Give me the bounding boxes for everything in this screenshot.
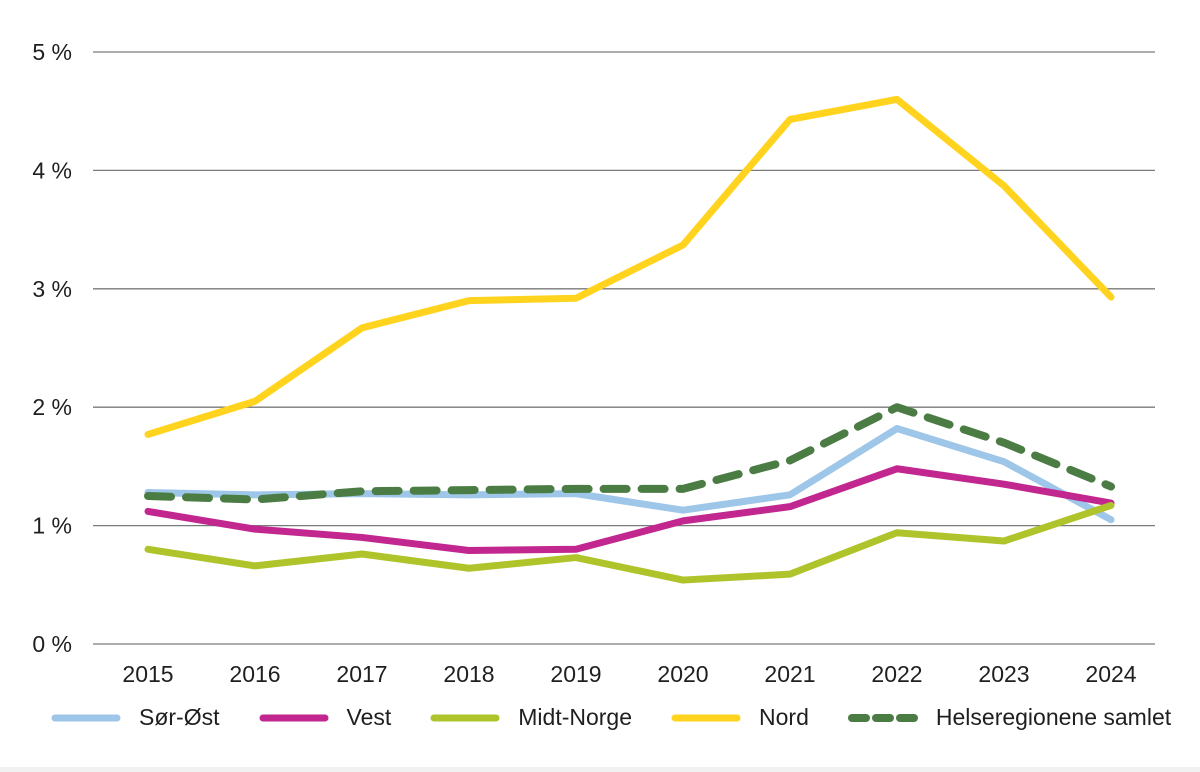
y-tick-label: 1 %	[32, 513, 72, 539]
legend-item-nord: Nord	[670, 704, 809, 731]
y-tick-label: 5 %	[32, 39, 72, 65]
chart-canvas: 0 % 1 % 2 % 3 % 4 % 5 % 2015 2016 2017 2018 2019 20…	[32, 39, 1155, 687]
line-nord	[144, 95, 1115, 438]
legend-label: Vest	[346, 704, 392, 730]
legend-item-vest: Vest	[258, 704, 392, 731]
y-tick-label: 0 %	[32, 631, 72, 657]
y-tick-label: 2 %	[32, 394, 72, 420]
legend-label: Midt-Norge	[518, 704, 633, 730]
legend-label: Sør-Øst	[139, 704, 220, 730]
legend-swatch-icon	[847, 713, 918, 722]
x-tick-label: 2017	[336, 661, 387, 687]
legend-swatch-icon	[259, 714, 328, 721]
line-midt-norge	[144, 501, 1115, 584]
legend-swatch-icon	[671, 714, 741, 721]
line-s-r-st	[144, 425, 1115, 524]
y-tick-label: 3 %	[32, 276, 72, 302]
x-tick-label: 2020	[657, 661, 708, 687]
x-tick-label: 2024	[1085, 661, 1136, 687]
x-tick-label: 2019	[550, 661, 601, 687]
chart-legend: Sør-Øst Vest Midt-Norge Nord Helseregionene …	[50, 704, 1180, 731]
legend-item-helseregionene-samlet: Helseregionene samlet	[847, 704, 1171, 731]
x-tick-label: 2022	[871, 661, 922, 687]
x-tick-label: 2018	[443, 661, 494, 687]
x-tick-label: 2015	[122, 661, 173, 687]
x-tick-label: 2023	[978, 661, 1029, 687]
legend-item-s-r-st: Sør-Øst	[50, 704, 220, 731]
legend-label: Nord	[759, 704, 809, 730]
legend-swatch-icon	[430, 714, 500, 721]
x-tick-label: 2016	[229, 661, 280, 687]
figure-bottom-border	[0, 767, 1200, 772]
line-vest	[144, 465, 1115, 554]
y-tick-label: 4 %	[32, 157, 72, 183]
line-helseregionene-samlet	[144, 403, 1115, 504]
legend-label: Helseregionene samlet	[935, 704, 1172, 730]
x-tick-label: 2021	[764, 661, 815, 687]
legend-item-midt-norge: Midt-Norge	[429, 704, 632, 731]
legend-swatch-icon	[51, 714, 121, 721]
